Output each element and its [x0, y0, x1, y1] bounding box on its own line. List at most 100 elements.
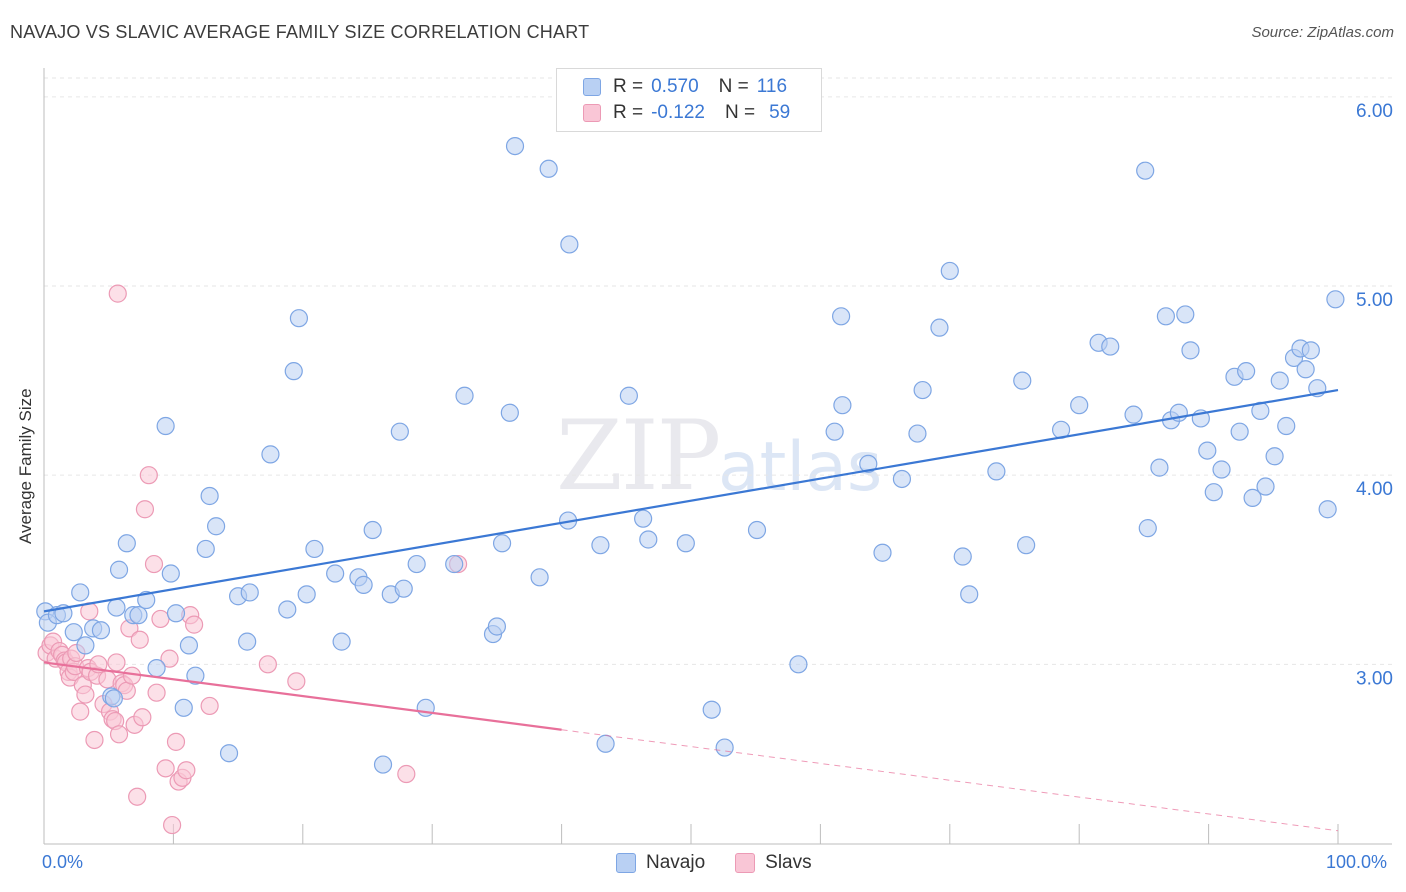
navajo-point	[1265, 447, 1284, 466]
trend-line-solid	[43, 661, 562, 731]
navajo-point	[104, 689, 123, 708]
slavs-swatch	[735, 853, 756, 873]
slavs-point	[151, 609, 170, 629]
legend-label: Slavs	[765, 852, 812, 873]
navajo-points	[36, 136, 1345, 774]
navajo-point	[539, 159, 558, 178]
navajo-point	[161, 564, 180, 583]
y-tick-label: 5.00	[1356, 290, 1393, 311]
slavs-point	[85, 730, 104, 750]
navajo-point	[455, 386, 474, 405]
navajo-point	[76, 636, 95, 655]
navajo-point	[289, 309, 309, 328]
navajo-point	[500, 403, 519, 422]
navajo-point	[407, 554, 426, 574]
slavs-point	[107, 653, 126, 672]
navajo-point	[373, 755, 393, 774]
navajo-point	[196, 539, 215, 559]
navajo-point	[261, 445, 280, 464]
navajo-point	[715, 738, 734, 757]
navajo-point	[560, 235, 579, 254]
navajo-point	[892, 469, 912, 489]
watermark-zip: ZIP	[556, 400, 721, 512]
navajo-point	[238, 632, 257, 651]
navajo-point	[1326, 290, 1345, 309]
navajo-point	[354, 575, 373, 594]
navajo-point	[940, 261, 959, 281]
legend-label: Navajo	[646, 852, 706, 873]
r-value: 0.570	[651, 76, 699, 97]
trend-line-solid	[43, 388, 1339, 613]
navajo-point	[207, 517, 226, 536]
r-label: R =	[613, 102, 644, 123]
navajo-point	[179, 636, 199, 655]
navajo-point	[1243, 488, 1262, 507]
legend-item-navajo[interactable]: Navajo	[616, 852, 705, 874]
navajo-point	[1136, 161, 1155, 180]
source-label: Source: ZipAtlas.com	[1251, 24, 1394, 41]
navajo-point	[676, 534, 695, 553]
navajo-point	[789, 655, 808, 674]
slavs-point	[185, 615, 204, 634]
slavs-point	[163, 815, 182, 835]
navajo-point	[1101, 337, 1120, 356]
navajo-point	[591, 536, 610, 555]
navajo-point	[492, 534, 512, 553]
navajo-point	[619, 386, 638, 405]
navajo-point	[166, 604, 186, 623]
x-tick-label-max: 100.0%	[1326, 852, 1388, 872]
navajo-point	[987, 462, 1006, 481]
navajo-point	[137, 590, 156, 610]
slavs-point	[397, 764, 416, 784]
navajo-point	[219, 744, 239, 763]
navajo-point	[1204, 483, 1223, 502]
navajo-point	[953, 547, 972, 566]
trend-line-dashed	[561, 729, 1339, 832]
correlation-legend: R = 0.570 N = 116 R = -0.122 N = 59	[556, 68, 822, 132]
y-tick-label: 4.00	[1356, 479, 1393, 500]
legend-item-slavs[interactable]: Slavs	[735, 852, 812, 874]
navajo-point	[1150, 458, 1169, 477]
slavs-point	[135, 500, 155, 519]
navajo-point	[859, 454, 878, 473]
navajo-point	[833, 396, 852, 415]
navajo-point	[1212, 460, 1231, 479]
navajo-swatch	[583, 78, 601, 96]
navajo-point	[186, 666, 205, 685]
slavs-point	[71, 702, 90, 721]
slavs-point	[130, 630, 149, 649]
slavs-point	[258, 655, 277, 674]
navajo-point	[1198, 441, 1217, 460]
navajo-point	[1017, 536, 1036, 555]
navajo-point	[332, 632, 351, 651]
navajo-point	[1070, 396, 1089, 415]
n-label: N =	[724, 102, 756, 123]
navajo-point	[284, 362, 303, 381]
navajo-point	[117, 534, 136, 553]
slavs-point	[76, 685, 95, 704]
navajo-point	[71, 583, 90, 602]
y-tick-labels: 3.00 4.00 5.00 6.00	[1356, 101, 1393, 689]
navajo-swatch	[616, 853, 636, 873]
navajo-point	[930, 318, 949, 337]
navajo-point	[639, 530, 658, 549]
navajo-point	[832, 307, 851, 326]
navajo-point	[107, 598, 126, 617]
navajo-point	[240, 583, 259, 602]
navajo-point	[487, 617, 506, 636]
navajo-point	[278, 600, 297, 619]
navajo-point	[1013, 371, 1032, 390]
navajo-point	[1237, 362, 1256, 381]
axes	[43, 68, 1392, 845]
y-tick-label: 6.00	[1356, 101, 1393, 122]
slavs-point	[156, 759, 175, 778]
navajo-point	[200, 486, 219, 506]
navajo-point	[530, 568, 549, 587]
series-legend: Navajo Slavs	[616, 852, 842, 874]
navajo-point	[505, 136, 525, 156]
navajo-point	[305, 539, 324, 559]
watermark-atlas: atlas	[718, 428, 883, 507]
slavs-points	[37, 284, 468, 835]
navajo-point	[363, 520, 382, 540]
navajo-point	[1176, 305, 1195, 324]
